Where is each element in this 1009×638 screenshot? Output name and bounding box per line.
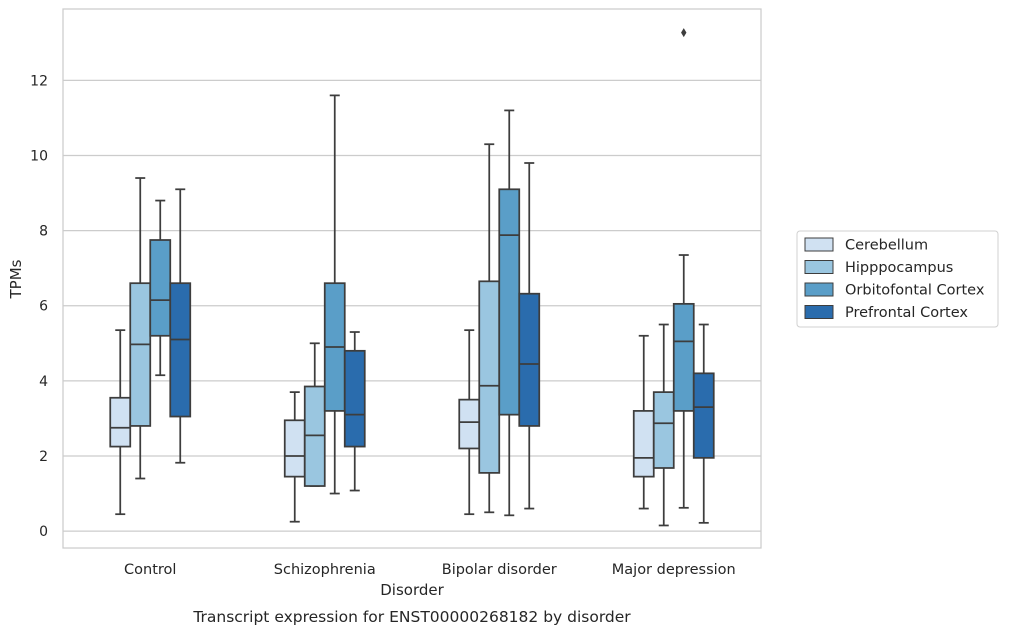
x-axis-label: Disorder — [380, 581, 444, 599]
box-prefrontal-cortex — [343, 331, 366, 492]
iqr-box — [652, 391, 675, 469]
y-tick-label: 6 — [39, 299, 48, 315]
iqr-box — [692, 372, 715, 459]
y-tick-label: 12 — [30, 73, 48, 89]
box-hipppocampus — [303, 342, 326, 487]
iqr-box — [518, 292, 541, 427]
legend-swatch — [804, 237, 834, 252]
iqr-box — [672, 302, 695, 412]
iqr-box — [498, 188, 521, 416]
outlier-marker — [681, 28, 687, 38]
legend-label: Cerebellum — [845, 238, 928, 254]
y-tick-label: 10 — [30, 148, 48, 164]
y-tick-labels: 0 2 4 6 8 10 12 — [30, 73, 48, 540]
box-cerebellum — [458, 329, 481, 516]
box-orbitofontal-cortex — [672, 28, 695, 509]
y-tick-label: 8 — [39, 224, 48, 240]
legend: Cerebellum Hipppocampus Orbitofontal Corte… — [796, 230, 999, 328]
y-axis-label: TPMs — [7, 259, 25, 299]
box-hipppocampus — [652, 323, 675, 527]
legend-label: Prefrontal Cortex — [845, 305, 968, 321]
box-prefrontal-cortex — [169, 188, 192, 464]
plot-frame — [62, 8, 762, 549]
box-prefrontal-cortex — [518, 162, 541, 510]
legend-swatch — [804, 282, 834, 297]
iqr-box — [169, 282, 192, 418]
iqr-box — [303, 385, 326, 487]
iqr-box — [149, 239, 172, 337]
iqr-box — [109, 396, 132, 448]
legend-label: Hipppocampus — [845, 260, 953, 276]
iqr-box — [478, 280, 501, 474]
iqr-box — [283, 419, 306, 478]
box-prefrontal-cortex — [692, 323, 715, 524]
iqr-box — [343, 349, 366, 448]
x-tick-labels: Control Schizophrenia Bipolar disorder Majo… — [124, 562, 736, 578]
legend-frame — [796, 230, 999, 328]
y-tick-label: 2 — [39, 449, 48, 465]
iqr-box — [129, 282, 152, 427]
box-cerebellum — [109, 329, 132, 516]
box-hipppocampus — [129, 177, 152, 480]
legend-label: Orbitofontal Cortex — [845, 283, 985, 299]
x-tick-label: Schizophrenia — [274, 562, 376, 578]
figure-caption: Transcript expression for ENST0000026818… — [192, 608, 631, 626]
box-orbitofontal-cortex — [323, 94, 346, 495]
iqr-box — [632, 410, 655, 478]
legend-swatch — [804, 260, 834, 274]
x-tick-label: Major depression — [612, 562, 736, 578]
iqr-box — [458, 398, 481, 450]
x-tick-label: Control — [124, 562, 176, 578]
y-tick-label: 0 — [39, 524, 48, 540]
legend-swatch — [804, 305, 834, 319]
box-groups — [109, 28, 715, 527]
x-tick-label: Bipolar disorder — [442, 562, 557, 578]
y-tick-label: 4 — [39, 374, 48, 390]
